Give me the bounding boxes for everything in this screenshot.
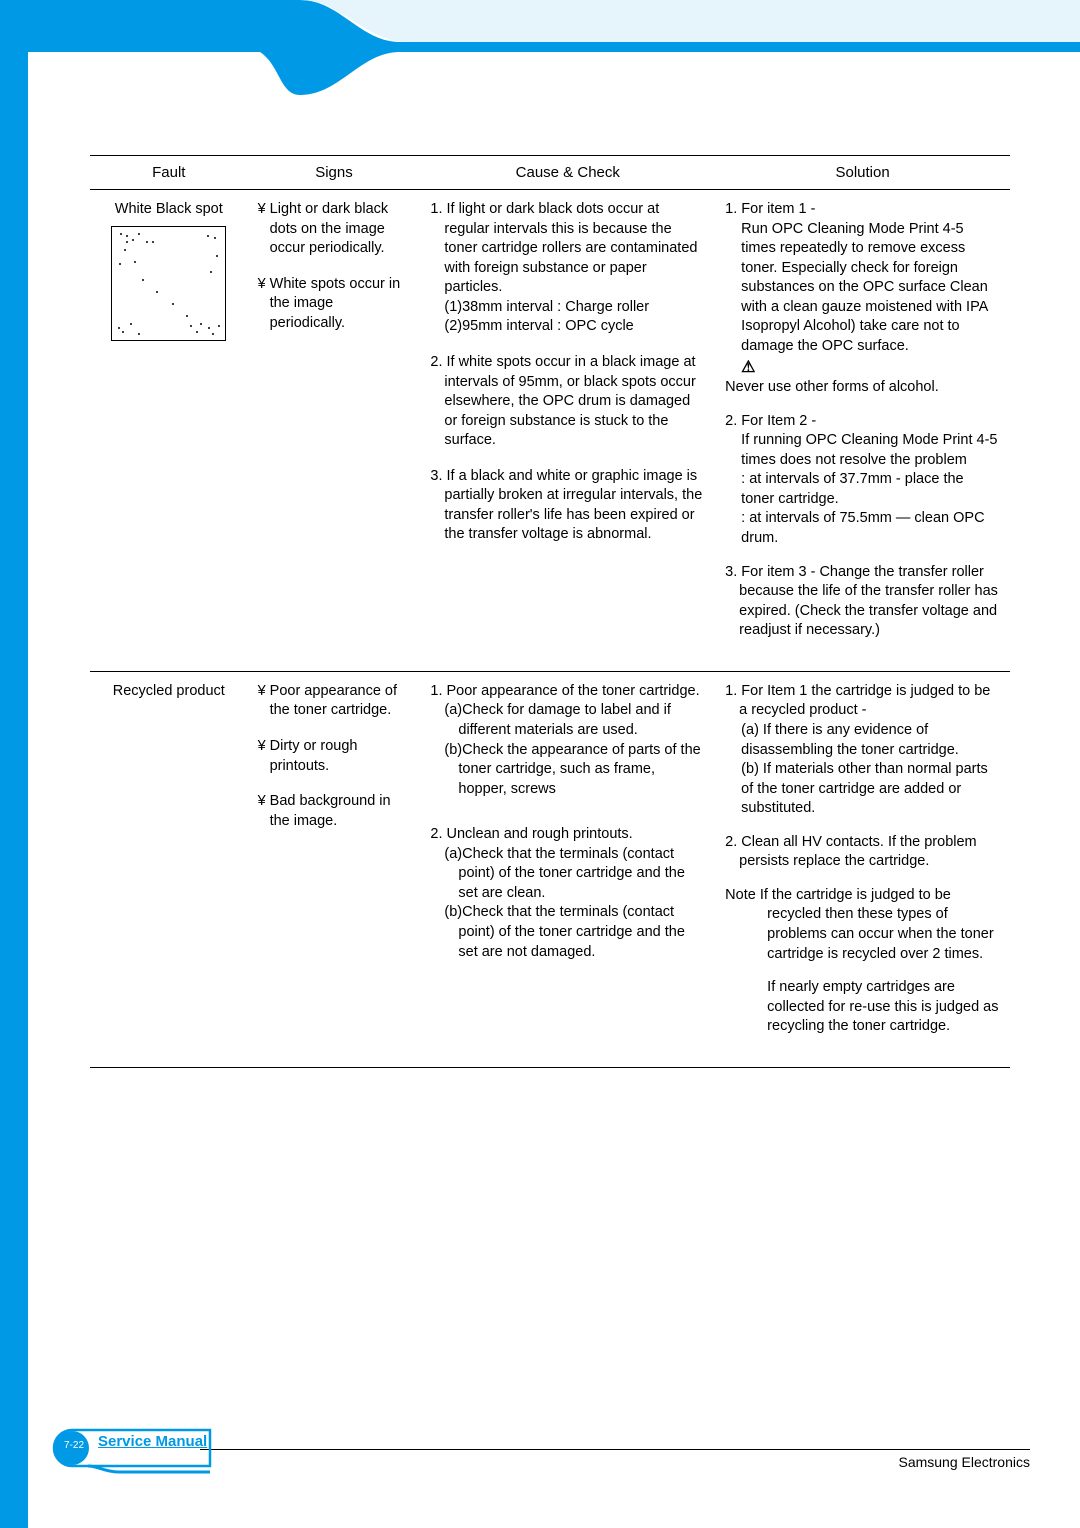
solution-block: Run OPC Cleaning Mode Print 4-5 times re… [725, 220, 1000, 357]
solution-block: : at intervals of 75.5mm — clean OPC dru… [725, 509, 1000, 548]
solution-cell: 1. For item 1 -Run OPC Cleaning Mode Pri… [715, 190, 1010, 672]
fault-cell: Recycled product [90, 671, 248, 1067]
signs-cell: ¥ Poor appearance of the toner cartridge… [248, 671, 421, 1067]
sidebar-bar [0, 0, 28, 1528]
cause-item: 2. If white spots occur in a black image… [430, 353, 705, 451]
footer-badge: 7-22 Service Manual [50, 1422, 250, 1474]
col-header-solution: Solution [715, 156, 1010, 190]
header-swoosh [0, 0, 1080, 95]
solution-block: (a) If there is any evidence of disassem… [725, 721, 1000, 760]
col-header-fault: Fault [90, 156, 248, 190]
solution-block: 2. For Item 2 - [725, 412, 1000, 432]
cause-item: 3. If a black and white or graphic image… [430, 467, 705, 545]
footer-rule [200, 1449, 1030, 1451]
solution-block: ⚠ [725, 357, 1000, 379]
warning-icon: ⚠ [741, 357, 755, 379]
solution-block: 2. Clean all HV contacts. If the problem… [725, 833, 1000, 872]
fault-label: Recycled product [100, 682, 238, 702]
table-row: Recycled product ¥ Poor appearance of the… [90, 671, 1010, 1067]
sign-item: ¥ Poor appearance of the toner cartridge… [258, 682, 411, 721]
col-header-signs: Signs [248, 156, 421, 190]
solution-block: If nearly empty cartridges are collected… [725, 978, 1000, 1037]
footer-right-text: Samsung Electronics [898, 1454, 1030, 1470]
solution-block: 1. For Item 1 the cartridge is judged to… [725, 682, 1000, 721]
solution-block: If running OPC Cleaning Mode Print 4-5 t… [725, 431, 1000, 470]
page-number: 7-22 [64, 1440, 84, 1451]
col-header-cause: Cause & Check [420, 156, 715, 190]
solution-block: Never use other forms of alcohol. [725, 378, 1000, 398]
fault-cell: White Black spot [90, 190, 248, 672]
solution-cell: 1. For Item 1 the cartridge is judged to… [715, 671, 1010, 1067]
cause-item: 1. Poor appearance of the toner cartridg… [430, 682, 705, 799]
solution-block: Note If the cartridge is judged to be re… [725, 886, 1000, 964]
troubleshoot-table: Fault Signs Cause & Check Solution White… [90, 155, 1010, 1068]
cause-cell: 1. Poor appearance of the toner cartridg… [420, 671, 715, 1067]
sign-item: ¥ Bad background in the image. [258, 792, 411, 831]
fault-sample-icon [111, 226, 226, 341]
cause-cell: 1. If light or dark black dots occur at … [420, 190, 715, 672]
solution-block: 3. For item 3 - Change the transfer roll… [725, 563, 1000, 641]
signs-cell: ¥ Light or dark black dots on the image … [248, 190, 421, 672]
fault-label: White Black spot [100, 200, 238, 220]
service-manual-label: Service Manual [98, 1433, 207, 1450]
cause-item: 2. Unclean and rough printouts.(a)Check … [430, 825, 705, 962]
table-row: White Black spot ¥ Light or dark black do… [90, 190, 1010, 672]
sign-item: ¥ Dirty or rough printouts. [258, 737, 411, 776]
solution-block: 1. For item 1 - [725, 200, 1000, 220]
cause-item: 1. If light or dark black dots occur at … [430, 200, 705, 337]
solution-block: (b) If materials other than normal parts… [725, 760, 1000, 819]
content-area: Fault Signs Cause & Check Solution White… [90, 155, 1010, 1068]
sign-item: ¥ Light or dark black dots on the image … [258, 200, 411, 259]
sign-item: ¥ White spots occur in the image periodi… [258, 275, 411, 334]
solution-block: : at intervals of 37.7mm - place the ton… [725, 470, 1000, 509]
